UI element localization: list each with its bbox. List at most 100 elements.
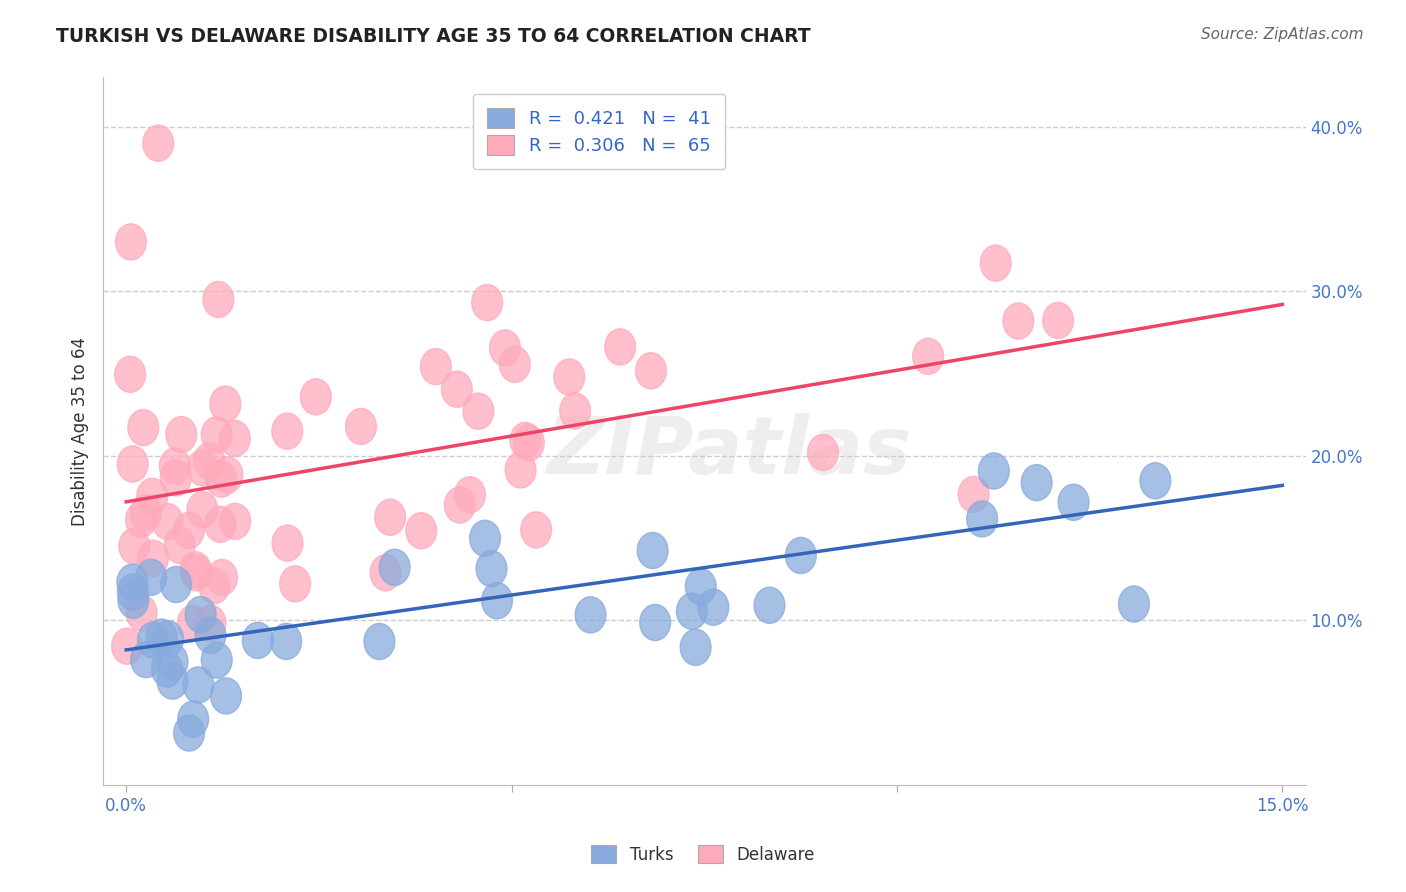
Ellipse shape [111,628,142,665]
Ellipse shape [636,352,666,389]
Ellipse shape [165,527,195,564]
Ellipse shape [115,224,146,260]
Ellipse shape [560,392,591,429]
Ellipse shape [375,500,405,535]
Ellipse shape [143,125,174,161]
Y-axis label: Disability Age 35 to 64: Disability Age 35 to 64 [72,336,89,525]
Ellipse shape [195,617,226,654]
Ellipse shape [138,622,169,658]
Ellipse shape [979,453,1010,489]
Ellipse shape [127,595,157,631]
Ellipse shape [117,446,148,482]
Ellipse shape [959,476,988,513]
Ellipse shape [138,541,169,576]
Ellipse shape [1140,463,1171,499]
Legend: R =  0.421   N =  41, R =  0.306   N =  65: R = 0.421 N = 41, R = 0.306 N = 65 [472,94,725,169]
Ellipse shape [685,568,716,605]
Ellipse shape [370,555,401,591]
Ellipse shape [118,574,148,610]
Ellipse shape [146,619,177,656]
Ellipse shape [605,329,636,365]
Ellipse shape [1043,302,1074,339]
Ellipse shape [174,714,204,751]
Ellipse shape [180,551,211,588]
Ellipse shape [1059,484,1090,520]
Ellipse shape [444,487,475,523]
Ellipse shape [205,507,236,542]
Ellipse shape [505,452,536,488]
Ellipse shape [159,448,190,484]
Ellipse shape [181,555,212,591]
Ellipse shape [1021,465,1052,500]
Ellipse shape [187,491,218,528]
Ellipse shape [681,629,711,665]
Ellipse shape [807,434,838,471]
Ellipse shape [406,513,437,549]
Ellipse shape [575,597,606,633]
Text: TURKISH VS DELAWARE DISABILITY AGE 35 TO 64 CORRELATION CHART: TURKISH VS DELAWARE DISABILITY AGE 35 TO… [56,27,811,45]
Ellipse shape [364,624,395,659]
Ellipse shape [202,281,233,318]
Ellipse shape [135,559,166,595]
Ellipse shape [271,624,302,659]
Ellipse shape [157,643,188,680]
Ellipse shape [472,285,502,320]
Ellipse shape [131,495,162,531]
Ellipse shape [912,338,943,375]
Ellipse shape [117,564,148,600]
Ellipse shape [157,663,188,699]
Ellipse shape [207,559,238,596]
Ellipse shape [194,442,225,479]
Ellipse shape [152,503,183,540]
Ellipse shape [125,501,156,538]
Ellipse shape [346,409,377,444]
Ellipse shape [120,528,149,565]
Ellipse shape [470,520,501,557]
Ellipse shape [211,678,242,714]
Ellipse shape [301,379,332,415]
Ellipse shape [115,356,146,392]
Ellipse shape [967,500,997,537]
Ellipse shape [271,413,302,450]
Ellipse shape [280,566,311,602]
Ellipse shape [477,550,508,587]
Text: Source: ZipAtlas.com: Source: ZipAtlas.com [1201,27,1364,42]
Ellipse shape [166,417,197,453]
Ellipse shape [499,346,530,383]
Ellipse shape [187,450,218,486]
Ellipse shape [160,459,191,496]
Ellipse shape [198,567,229,604]
Ellipse shape [128,409,159,446]
Ellipse shape [195,605,226,641]
Ellipse shape [273,525,302,561]
Text: ZIPatlas: ZIPatlas [546,413,911,491]
Ellipse shape [153,621,184,657]
Ellipse shape [177,701,208,737]
Ellipse shape [201,642,232,678]
Ellipse shape [441,371,472,408]
Ellipse shape [380,549,411,585]
Ellipse shape [201,417,232,453]
Ellipse shape [118,582,149,618]
Ellipse shape [209,386,240,422]
Ellipse shape [637,533,668,568]
Legend: Turks, Delaware: Turks, Delaware [585,838,821,871]
Ellipse shape [513,425,544,461]
Ellipse shape [212,457,243,493]
Ellipse shape [640,605,671,640]
Ellipse shape [463,393,494,429]
Ellipse shape [420,349,451,384]
Ellipse shape [186,597,217,632]
Ellipse shape [1002,303,1033,339]
Ellipse shape [697,589,728,625]
Ellipse shape [510,422,541,458]
Ellipse shape [131,641,162,678]
Ellipse shape [454,476,485,513]
Ellipse shape [183,667,214,703]
Ellipse shape [219,503,250,540]
Ellipse shape [136,478,167,515]
Ellipse shape [160,566,191,603]
Ellipse shape [520,512,551,548]
Ellipse shape [676,593,707,630]
Ellipse shape [554,359,585,395]
